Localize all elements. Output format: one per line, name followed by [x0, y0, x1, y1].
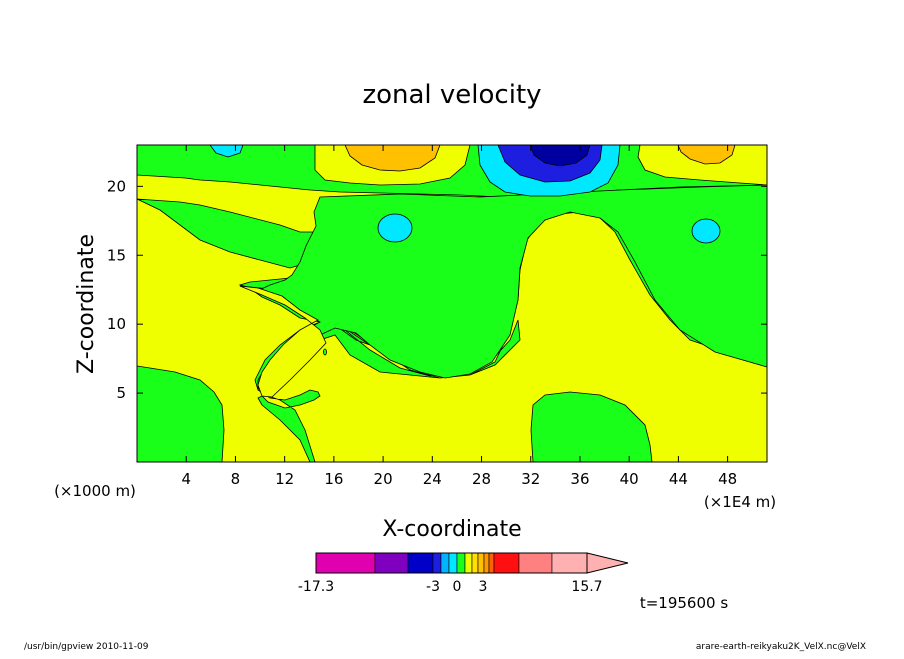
colorbar-cell — [374, 552, 409, 574]
x-tick-label: 16 — [324, 470, 343, 488]
colorbar-cell — [518, 552, 553, 574]
x-tick-label: 24 — [423, 470, 442, 488]
colorbar-arrow — [586, 552, 629, 574]
region-cyan-blob-2 — [691, 218, 721, 244]
x-tick-label: 40 — [620, 470, 639, 488]
y-unit-note: (×1000 m) — [54, 482, 136, 500]
y-tick-label: 5 — [116, 384, 126, 402]
colorbar-cell — [488, 552, 495, 574]
plot-frame — [136, 144, 768, 463]
x-tick-label: 44 — [669, 470, 688, 488]
colorbar-cells — [315, 552, 588, 574]
region-green-left-lower — [137, 365, 225, 462]
region-small-dot — [323, 348, 327, 356]
x-ticks: 4 8 12 16 20 24 28 32 36 40 44 48 — [181, 145, 737, 488]
footer-right: arare-earth-reikyaku2K_VelX.nc@VelX — [695, 642, 866, 652]
x-unit-note: (×1E4 m) — [704, 493, 776, 511]
region-yellow-top-2 — [637, 145, 767, 186]
colorbar-label-min: -17.3 — [298, 579, 334, 595]
colorbar-label-3: 3 — [479, 579, 488, 595]
colorbar-cell — [448, 552, 458, 574]
y-axis-label: Z-coordinate — [74, 234, 99, 374]
x-tick-label: 28 — [472, 470, 491, 488]
colorbar-cell — [477, 552, 485, 574]
y-tick-label: 20 — [107, 177, 126, 195]
region-cyan-blob-1 — [377, 213, 413, 243]
x-tick-label: 20 — [374, 470, 393, 488]
footer-left: /usr/bin/gpview 2010-11-09 — [24, 642, 149, 652]
x-tick-label: 4 — [181, 470, 191, 488]
x-tick-label: 48 — [718, 470, 737, 488]
colorbar-cell — [471, 552, 479, 574]
colorbar-cell — [432, 552, 442, 574]
x-tick-label: 32 — [521, 470, 540, 488]
y-ticks: 5 10 15 20 — [107, 177, 767, 402]
region-green-bottom — [530, 391, 653, 462]
colorbar-cell — [464, 552, 473, 574]
colorbar-label-max: 15.7 — [571, 579, 602, 595]
colorbar-frame — [315, 552, 588, 574]
colorbar-cell — [551, 552, 588, 574]
x-tick-label: 12 — [275, 470, 294, 488]
y-tick-label: 10 — [107, 315, 126, 333]
colorbar-cell — [407, 552, 434, 574]
colorbar-label-neg3: -3 — [426, 579, 440, 595]
colorbar-label-zero: 0 — [453, 579, 462, 595]
chart-title: zonal velocity — [362, 80, 541, 110]
y-tick-label: 15 — [107, 246, 126, 264]
region-orange-top-2b — [677, 145, 736, 165]
colorbar-cell — [483, 552, 490, 574]
time-label: t=195600 s — [640, 594, 728, 612]
colorbar-cell — [440, 552, 450, 574]
region-orange-top-1b — [344, 145, 441, 172]
x-axis-label: X-coordinate — [382, 517, 521, 542]
colorbar: -17.3 -3 0 3 15.7 — [298, 552, 629, 595]
region-blue-core — [529, 145, 591, 167]
colorbar-cell — [493, 552, 520, 574]
region-yellow-middle — [239, 285, 327, 398]
x-tick-label: 8 — [231, 470, 241, 488]
colorbar-cell — [456, 552, 466, 574]
x-tick-label: 36 — [570, 470, 589, 488]
region-cyan-top-left — [209, 145, 244, 158]
colorbar-cell — [315, 552, 376, 574]
